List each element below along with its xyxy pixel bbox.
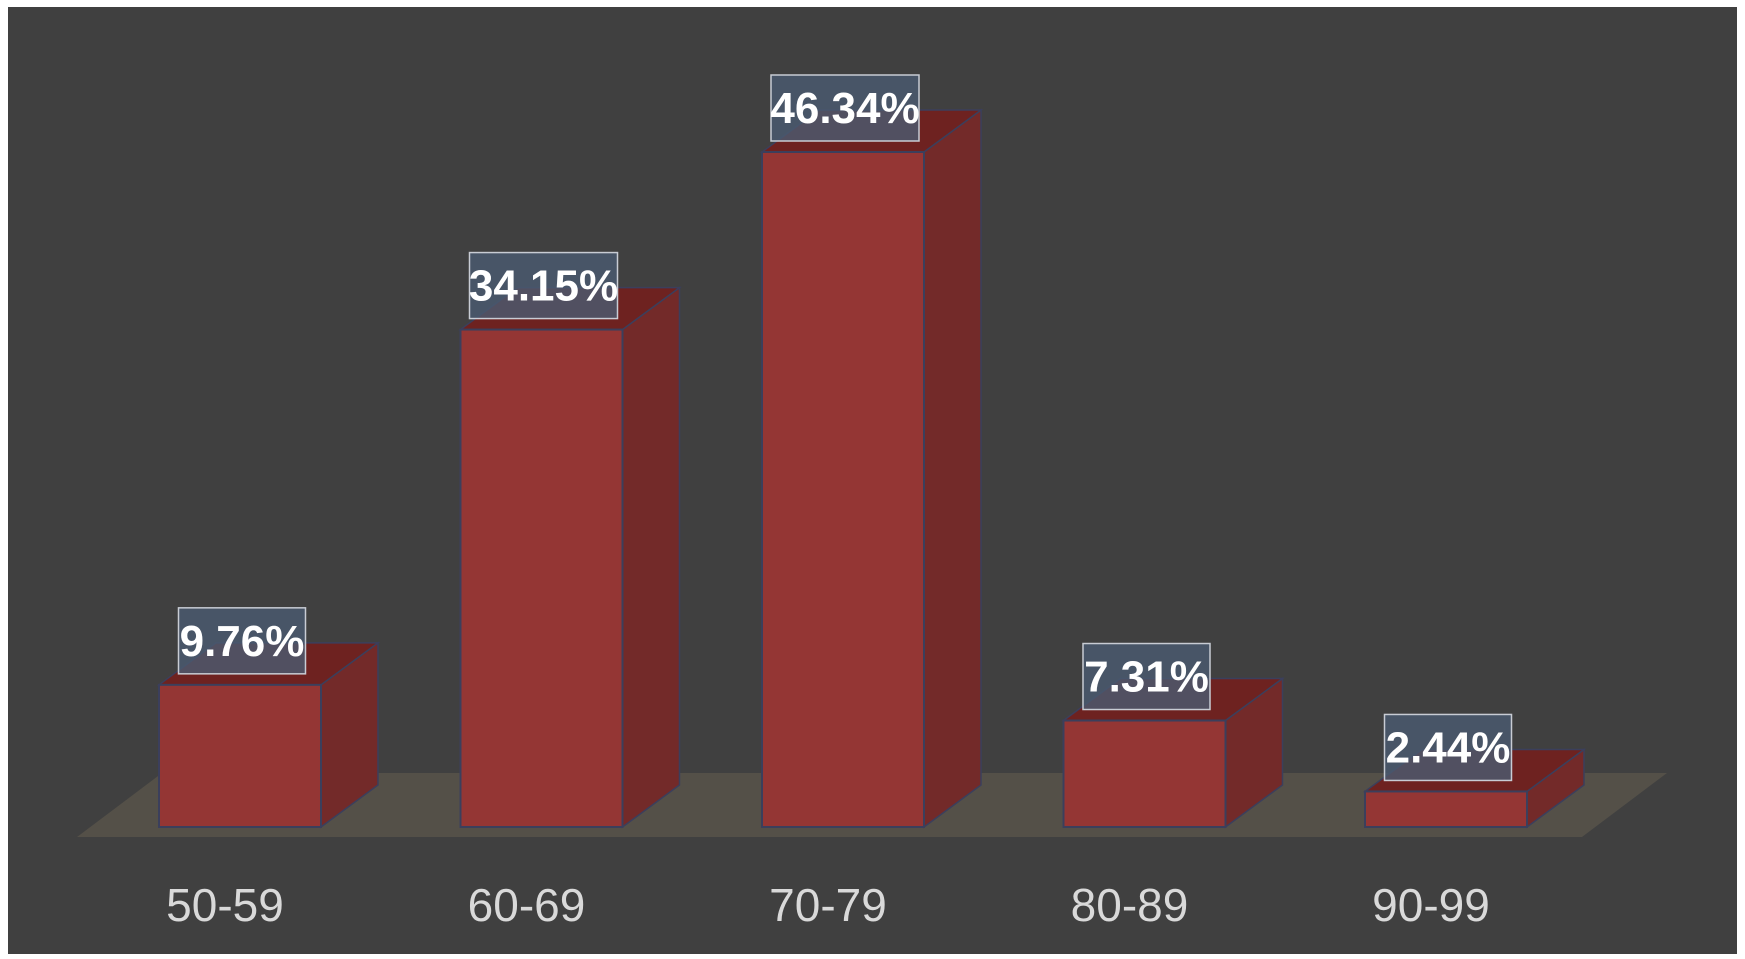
data-label-90-99: 2.44% (1383, 713, 1513, 782)
x-tick-label: 60-69 (468, 879, 586, 931)
bar-side-60-69 (621, 286, 681, 829)
data-label-box (1383, 713, 1513, 782)
data-label-text: 2.44% (1386, 723, 1511, 772)
bar-front-80-89 (1062, 719, 1227, 828)
bar-front-60-69 (459, 328, 624, 828)
bar-front-70-79 (761, 151, 925, 828)
data-label-text: 34.15% (469, 262, 618, 311)
data-label-text: 7.31% (1084, 653, 1209, 702)
x-tick-label: 70-79 (769, 879, 887, 931)
x-tick-label: 50-59 (166, 879, 284, 931)
bars-layer (156, 108, 1587, 829)
data-labels-layer: 9.76% 34.15% 46.34% 7.31% 2.44% (177, 74, 1513, 782)
bar-70-79 (759, 108, 984, 829)
bar-side-70-79 (923, 108, 982, 829)
bar-front-90-99 (1364, 790, 1528, 829)
bar-front-50-59 (158, 683, 322, 829)
data-label-70-79: 46.34% (770, 74, 920, 142)
data-label-80-89: 7.31% (1082, 642, 1211, 711)
data-label-box (1082, 642, 1211, 711)
x-tick-label: 80-89 (1071, 879, 1189, 931)
data-label-box (468, 251, 619, 320)
x-axis-ticks: 50-59 60-69 70-79 80-89 90-99 (166, 879, 1490, 931)
data-label-box (177, 607, 307, 675)
data-label-60-69: 34.15% (468, 251, 619, 320)
data-label-text: 46.34% (770, 84, 919, 133)
data-label-text: 9.76% (180, 617, 305, 666)
x-tick-label: 90-99 (1372, 879, 1490, 931)
data-label-50-59: 9.76% (177, 607, 307, 675)
data-label-box (770, 74, 920, 142)
bar-60-69 (458, 286, 682, 829)
